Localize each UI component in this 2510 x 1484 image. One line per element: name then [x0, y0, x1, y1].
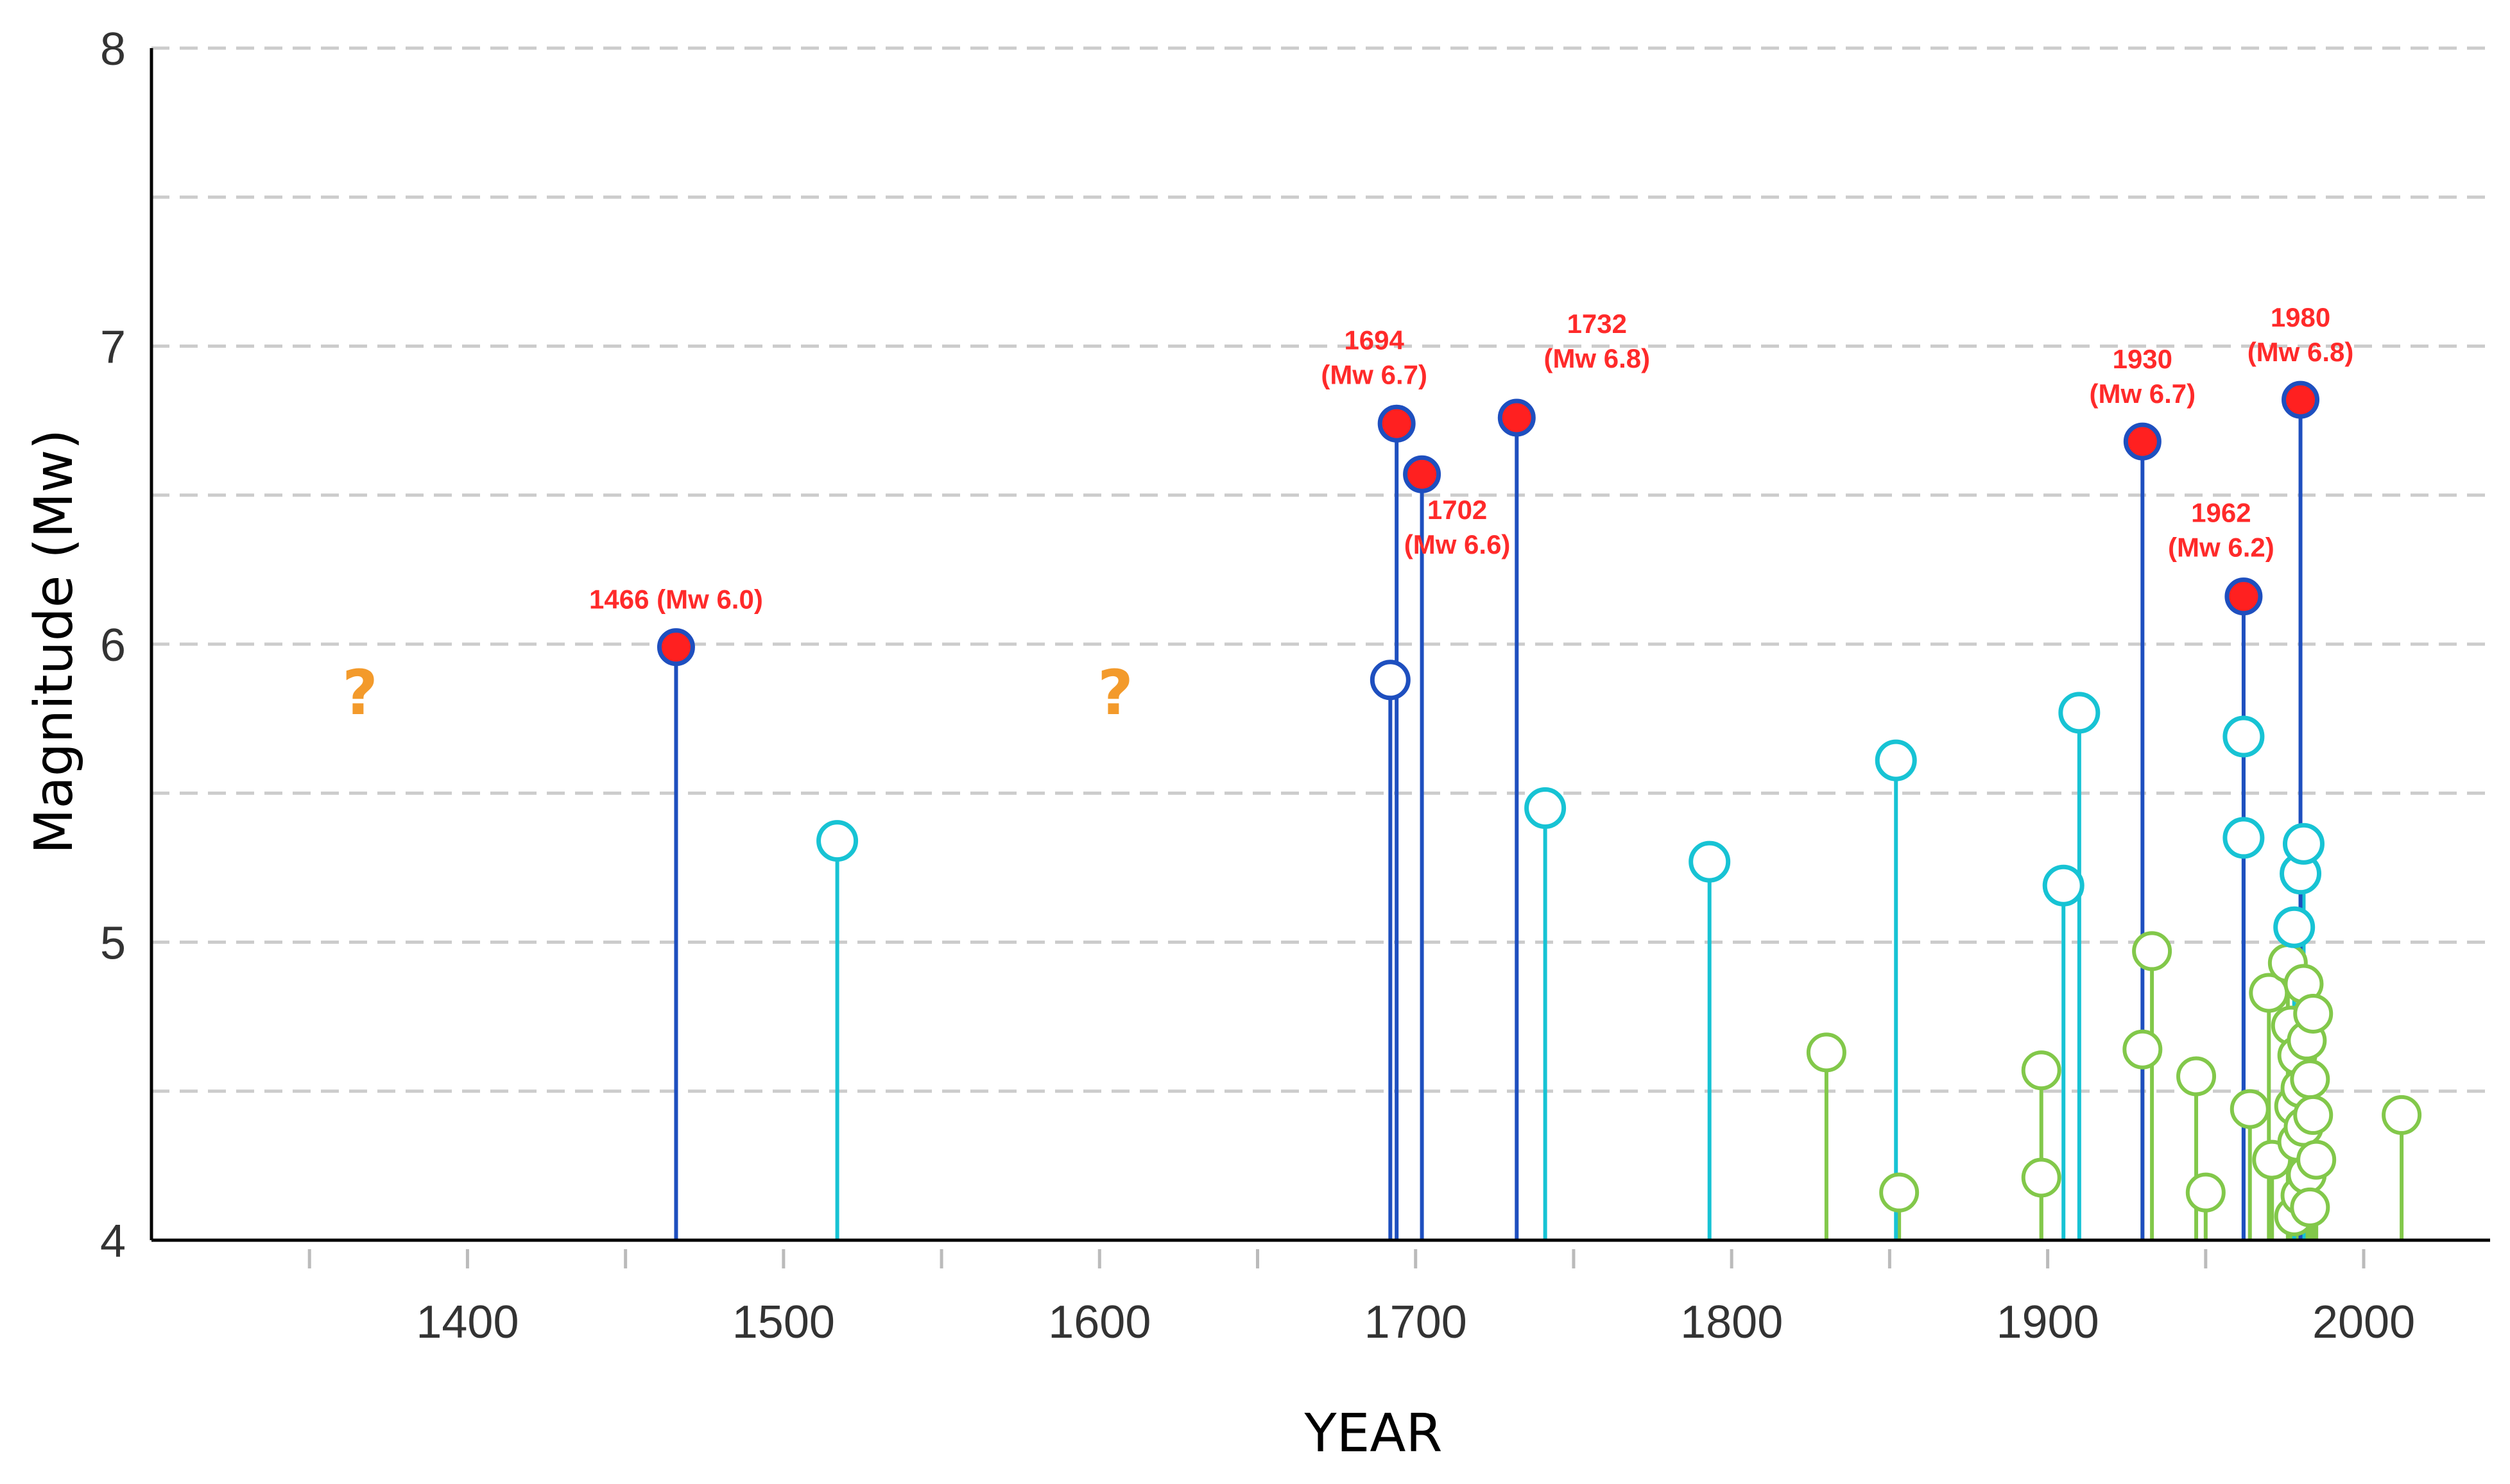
annotation-line: (Mw 6.2)	[2168, 533, 2274, 563]
annotation-label: 1980 (Mw 6.8)	[2248, 302, 2354, 367]
unknown-marker: ?	[1097, 657, 1133, 729]
ticks: 4 5 6 7 8 1400 1500 1600 1700 1800 1900 2000	[100, 24, 2415, 1348]
data-point	[2185, 1172, 2226, 1213]
y-tick-label: 4	[100, 1216, 126, 1267]
data-point	[2123, 422, 2162, 461]
annotation-line: 1980	[2271, 302, 2330, 332]
unknown-marker: ?	[342, 657, 378, 729]
data-point	[2176, 1056, 2217, 1096]
data-point	[2224, 577, 2263, 616]
annotation-line: (Mw 6.7)	[1321, 359, 1427, 389]
gridlines	[151, 46, 2490, 1093]
annotation-line: 1702	[1427, 495, 1487, 525]
annotation-line: 1732	[1567, 309, 1627, 339]
data-point	[657, 628, 695, 667]
x-tick-label: 1800	[1680, 1297, 1783, 1348]
data-point	[2282, 380, 2320, 419]
data-point	[2058, 692, 2101, 734]
y-tick-label: 5	[100, 918, 126, 969]
x-tick-label: 1700	[1364, 1297, 1467, 1348]
annotation-line: (Mw 6.8)	[2248, 337, 2354, 367]
annotation-label: 1930 (Mw 6.7)	[2089, 344, 2196, 409]
data-point	[2293, 993, 2334, 1034]
data-point	[2042, 864, 2085, 907]
data-point	[816, 820, 859, 862]
data-point	[2382, 1095, 2422, 1135]
y-axis-title: Magnitude (Mw)	[24, 429, 85, 854]
annotation-line: 1466 (Mw 6.0)	[589, 584, 763, 615]
data-point	[2222, 817, 2265, 859]
annotation-line: 1962	[2191, 498, 2251, 528]
data-point	[2293, 1095, 2334, 1135]
annotation-label: 1962 (Mw 6.2)	[2168, 498, 2274, 563]
data-point	[1524, 787, 1567, 829]
data-point	[1875, 739, 1917, 781]
axes	[150, 48, 2490, 1242]
y-tick-label: 8	[100, 24, 126, 75]
data-point	[2282, 823, 2325, 865]
data-point	[2290, 1059, 2330, 1100]
annotation-line: (Mw 6.6)	[1404, 529, 1511, 559]
x-tick-label: 1900	[1997, 1297, 2099, 1348]
data-point	[1689, 840, 1731, 883]
annotation-line: 1930	[2113, 344, 2172, 374]
data-point	[2290, 1187, 2330, 1227]
stems	[674, 416, 2404, 1240]
annotation-line: (Mw 6.7)	[2089, 379, 2196, 409]
data-point	[2021, 1050, 2061, 1091]
data-point	[1806, 1032, 1846, 1073]
data-point	[2230, 1089, 2270, 1129]
data-point	[1377, 404, 1416, 443]
data-point	[1370, 660, 1411, 701]
annotation-line: (Mw 6.8)	[1543, 343, 1650, 373]
data-point	[2132, 931, 2172, 971]
markers	[657, 380, 2422, 1236]
x-tick-label: 1600	[1048, 1297, 1151, 1348]
annotation-label: 1694 (Mw 6.7)	[1321, 325, 1427, 389]
x-tick-label: 1500	[732, 1297, 835, 1348]
data-point	[2273, 906, 2316, 948]
y-tick-label: 7	[100, 322, 126, 373]
x-tick-label: 1400	[416, 1297, 519, 1348]
y-tick-label: 6	[100, 620, 126, 671]
annotation-label: 1702 (Mw 6.6)	[1404, 495, 1511, 559]
x-tick-label: 2000	[2312, 1297, 2415, 1348]
data-point	[1497, 398, 1536, 437]
data-point	[1879, 1172, 1920, 1213]
data-point	[2122, 1029, 2163, 1070]
data-point	[2296, 1139, 2337, 1180]
data-point	[1403, 455, 1441, 493]
data-point	[2021, 1157, 2061, 1198]
annotation-label: 1466 (Mw 6.0)	[589, 584, 763, 615]
x-axis-title: YEAR	[1304, 1403, 1443, 1464]
data-point	[2222, 715, 2265, 758]
annotations: ? ?1466 (Mw 6.0)1694 (Mw 6.7)1702 (Mw 6.6)1…	[342, 302, 2353, 729]
annotation-label: 1732 (Mw 6.8)	[1543, 309, 1650, 373]
annotation-line: 1694	[1344, 325, 1404, 355]
